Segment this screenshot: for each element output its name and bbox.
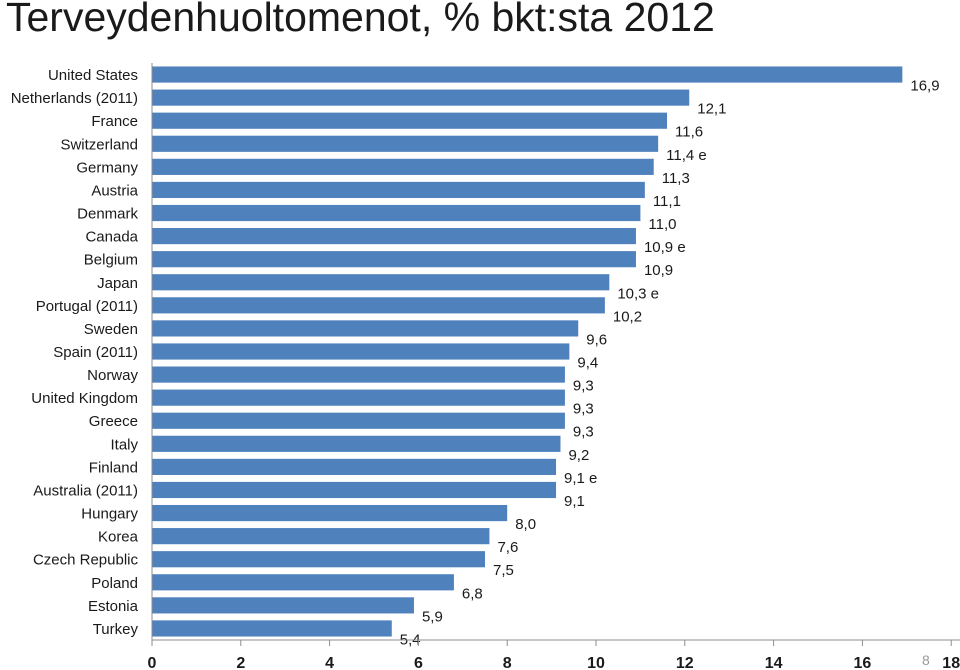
bar bbox=[152, 274, 610, 291]
bar bbox=[152, 412, 565, 429]
category-label: Australia (2011) bbox=[33, 482, 138, 499]
data-label: 5,9 bbox=[422, 608, 443, 625]
bar bbox=[152, 158, 654, 175]
data-label: 16,9 bbox=[910, 78, 939, 95]
category-label: Germany bbox=[76, 159, 138, 176]
category-label: Belgium bbox=[84, 252, 138, 269]
bar bbox=[152, 112, 668, 129]
category-label: Turkey bbox=[93, 621, 139, 638]
data-label: 7,6 bbox=[497, 539, 518, 556]
category-label: Japan bbox=[97, 275, 138, 292]
bar bbox=[152, 343, 570, 360]
category-label: Estonia bbox=[88, 598, 139, 615]
bar bbox=[152, 228, 636, 245]
data-label: 12,1 bbox=[697, 101, 726, 118]
data-label: 9,3 bbox=[573, 378, 594, 395]
category-label: Korea bbox=[98, 529, 139, 546]
x-tick-label: 12 bbox=[676, 655, 694, 670]
data-label: 10,9 bbox=[644, 262, 673, 279]
bar bbox=[152, 389, 565, 406]
data-label: 10,2 bbox=[613, 308, 642, 325]
bar bbox=[152, 597, 414, 614]
bar bbox=[152, 181, 645, 199]
bar bbox=[152, 528, 490, 545]
category-label: Poland bbox=[91, 575, 138, 592]
category-label: Denmark bbox=[77, 206, 138, 223]
data-label: 11,0 bbox=[648, 216, 676, 233]
x-tick-label: 8 bbox=[503, 655, 512, 670]
x-tick-label: 16 bbox=[854, 655, 872, 670]
data-label: 9,3 bbox=[573, 401, 594, 418]
category-label: United States bbox=[48, 67, 138, 84]
data-label: 10,3 e bbox=[617, 285, 659, 302]
data-label: 11,1 bbox=[653, 193, 681, 210]
category-label: Switzerland bbox=[60, 136, 138, 153]
data-label: 9,1 e bbox=[564, 470, 597, 487]
data-label: 9,2 bbox=[568, 447, 589, 464]
data-label: 11,6 bbox=[675, 124, 703, 141]
category-label: Hungary bbox=[81, 506, 138, 523]
category-label: Canada bbox=[85, 229, 138, 246]
category-label: Norway bbox=[87, 367, 138, 384]
bar bbox=[152, 204, 641, 222]
x-tick-label: 0 bbox=[148, 655, 157, 670]
category-label: Greece bbox=[89, 413, 138, 430]
data-label: 6,8 bbox=[462, 585, 483, 602]
x-tick-label: 2 bbox=[236, 655, 245, 670]
x-tick-label: 6 bbox=[414, 655, 423, 670]
data-label: 9,4 bbox=[577, 355, 598, 372]
category-label: France bbox=[91, 113, 138, 130]
bar bbox=[152, 89, 690, 106]
x-tick-label: 10 bbox=[587, 655, 605, 670]
data-label: 9,6 bbox=[586, 331, 607, 348]
category-label: Finland bbox=[89, 459, 138, 476]
category-label: Austria bbox=[91, 182, 138, 199]
bar bbox=[152, 481, 557, 499]
slide-title: Terveydenhuoltomenot, % bkt:sta 2012 bbox=[6, 0, 715, 40]
category-label: Czech Republic bbox=[33, 552, 139, 569]
bar bbox=[152, 366, 565, 383]
data-label: 9,1 bbox=[564, 493, 585, 510]
bar bbox=[152, 297, 605, 314]
bar bbox=[152, 458, 557, 475]
x-tick-label: 14 bbox=[765, 655, 783, 670]
data-label: 10,9 e bbox=[644, 239, 686, 256]
x-tick-label: 18 bbox=[942, 655, 960, 670]
bar bbox=[152, 251, 636, 268]
category-label: Spain (2011) bbox=[53, 344, 138, 361]
bar bbox=[152, 551, 485, 568]
category-label: Italy bbox=[110, 436, 138, 453]
x-tick-label: 4 bbox=[325, 655, 334, 670]
bar bbox=[152, 435, 561, 452]
data-label: 11,4 e bbox=[666, 147, 707, 164]
data-label: 7,5 bbox=[493, 562, 514, 579]
data-label: 11,3 bbox=[662, 170, 690, 187]
data-label: 9,3 bbox=[573, 424, 594, 441]
category-label: Netherlands (2011) bbox=[11, 90, 138, 107]
bar bbox=[152, 504, 508, 522]
bar bbox=[152, 620, 392, 637]
data-label: 8,0 bbox=[515, 516, 536, 533]
bar bbox=[152, 320, 579, 337]
slide-number: 8 bbox=[922, 652, 930, 668]
bar bbox=[152, 135, 659, 152]
category-label: Portugal (2011) bbox=[36, 298, 138, 315]
bar bbox=[152, 66, 903, 83]
category-label: United Kingdom bbox=[31, 390, 138, 407]
bar bbox=[152, 574, 454, 591]
category-label: Sweden bbox=[84, 321, 138, 338]
